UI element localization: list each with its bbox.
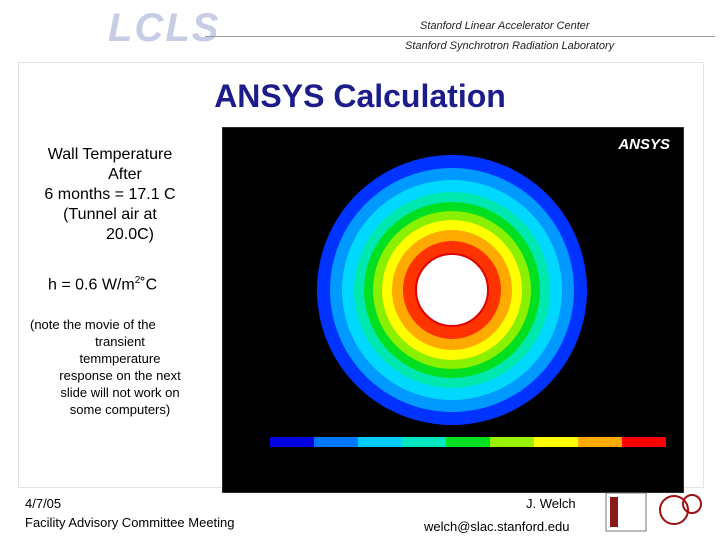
note-line: transient — [95, 334, 145, 349]
slide-title: ANSYS Calculation — [214, 78, 506, 114]
summary: Wall Temperature After 6 months = 17.1 C… — [20, 145, 200, 245]
summary-line: 6 months = 17.1 C — [44, 186, 176, 203]
coefficient: h = 0.6 W/m2˚C — [48, 275, 157, 294]
contour-rings — [317, 155, 587, 425]
footer-meeting: Facility Advisory Committee Meeting — [25, 515, 235, 530]
note-line: response on the next — [59, 368, 181, 383]
header-line: Stanford Synchrotron Radiation Laborator… — [405, 40, 615, 52]
header-rule — [205, 36, 715, 37]
logo: LCLS — [108, 6, 221, 50]
coefficient-sup: 2 — [134, 275, 141, 286]
note-line: (note the movie of the — [30, 317, 156, 332]
footer-date: 4/7/05 — [25, 496, 62, 511]
ssrl-logo — [659, 495, 689, 525]
footer-email: welch@slac.stanford.edu — [424, 519, 570, 534]
summary-line: 20.0C) — [105, 226, 155, 243]
note-line: slide will not work on — [60, 385, 180, 400]
colorbar — [270, 437, 666, 447]
note-line: some computers) — [69, 402, 171, 417]
ansys-figure: ANSYS — [222, 127, 684, 493]
summary-line: Wall Temperature — [47, 146, 173, 163]
lab-logos — [605, 492, 702, 532]
footer-author: J. Welch — [526, 496, 576, 511]
ssrl-logo — [682, 494, 702, 514]
coefficient-unit: ˚C — [140, 276, 158, 294]
header-line: Stanford Linear Accelerator Center — [420, 20, 590, 32]
coefficient-text: h = 0.6 W/m — [48, 276, 135, 294]
note: (note the movie of the transient temmper… — [30, 316, 210, 418]
ansys-brand: ANSYS — [617, 136, 670, 153]
summary-line: After — [108, 166, 142, 183]
note-line: temmperature — [79, 351, 161, 366]
summary-line: (Tunnel air at — [63, 206, 157, 223]
slac-logo-bar — [610, 497, 618, 527]
